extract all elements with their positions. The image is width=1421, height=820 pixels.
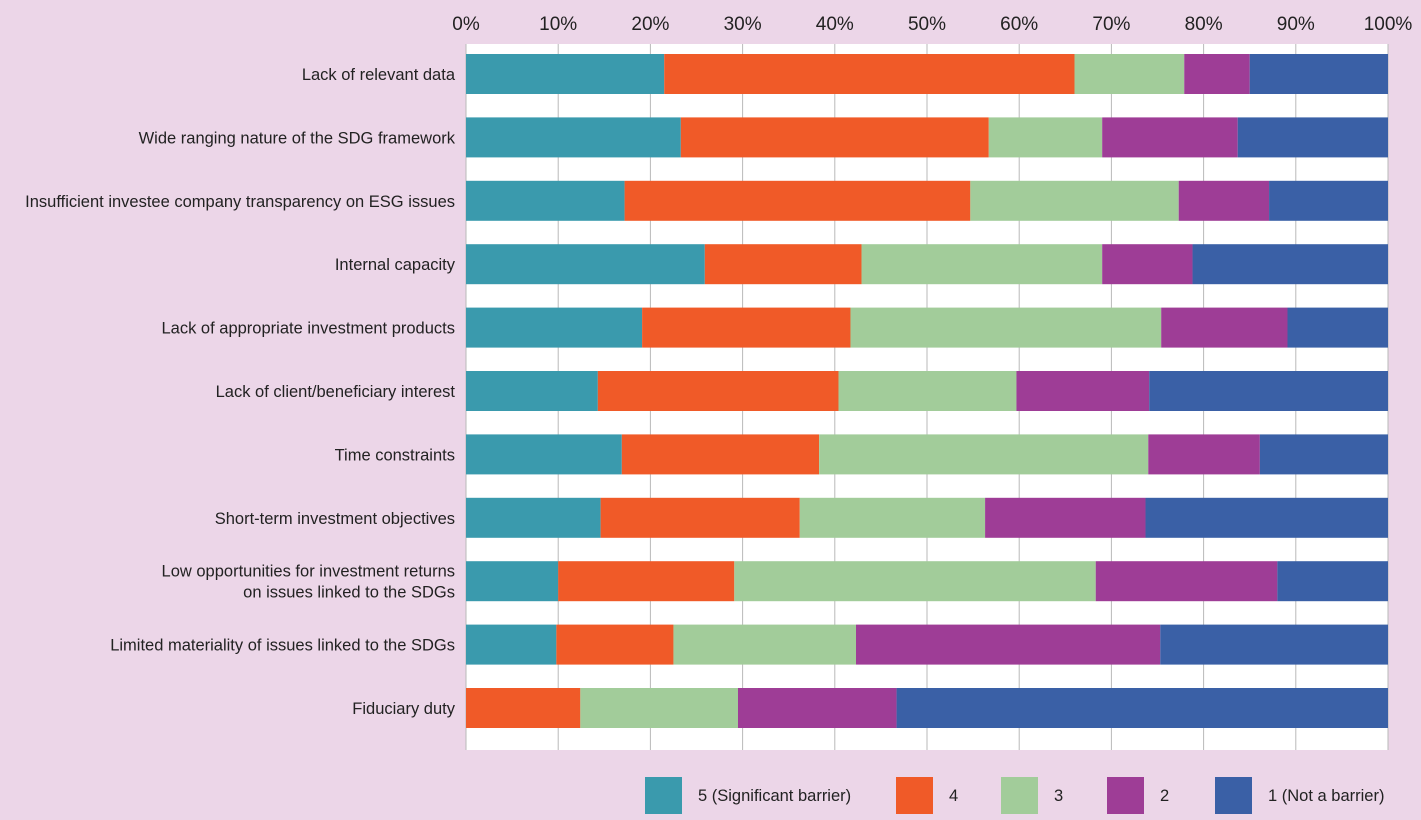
bar-segment (1145, 497, 1388, 538)
tick-label: 80% (1185, 14, 1223, 35)
bar-segment (1016, 371, 1150, 411)
bar-segment (970, 180, 1179, 221)
tick-label: 0% (452, 14, 480, 35)
bar-segment (558, 561, 735, 602)
category-label: Fiduciary duty (352, 700, 455, 718)
bar-segment (624, 180, 971, 221)
legend-swatch (1107, 777, 1144, 814)
legend-label: 1 (Not a barrier) (1268, 787, 1384, 805)
bar-segment (988, 117, 1103, 158)
category-label: Lack of appropriate investment products (162, 320, 456, 338)
bar-segment (466, 371, 598, 411)
bar-segment (642, 307, 851, 348)
bar-segment (861, 244, 1103, 285)
bar-segment (466, 434, 622, 475)
tick-label: 50% (908, 14, 946, 35)
tick-label: 90% (1277, 14, 1315, 35)
category-label: Wide ranging nature of the SDG framework (139, 129, 456, 147)
category-label: Insufficient investee company transparen… (25, 193, 455, 211)
category-label: Lack of client/beneficiary interest (216, 383, 456, 401)
bar-segment (985, 497, 1146, 538)
bar-segment (819, 434, 1149, 475)
bar-segment (580, 688, 738, 728)
bars (466, 54, 1388, 728)
category-label: Lack of relevant data (302, 66, 456, 84)
bar-segment (1269, 180, 1388, 221)
bar-segment (799, 497, 986, 538)
bar-segment (1149, 371, 1388, 411)
category-label: Internal capacity (335, 256, 456, 274)
bar-segment (896, 688, 1388, 728)
bar-segment (1237, 117, 1388, 158)
bar-segment (838, 371, 1017, 411)
legend-swatch (896, 777, 933, 814)
tick-label: 100% (1364, 14, 1413, 35)
bar-segment (1074, 54, 1185, 94)
bar-segment (466, 180, 625, 221)
legend-swatch (645, 777, 682, 814)
bar-segment (1160, 624, 1388, 665)
bar-segment (1259, 434, 1388, 475)
bar-segment (466, 624, 557, 665)
tick-label: 30% (724, 14, 762, 35)
bar-segment (1161, 307, 1288, 348)
tick-label: 20% (631, 14, 669, 35)
bar-segment (466, 117, 681, 158)
tick-label: 70% (1092, 14, 1130, 35)
legend-swatch (1001, 777, 1038, 814)
bar-segment (1184, 54, 1250, 94)
tick-label: 10% (539, 14, 577, 35)
bar-segment (1249, 54, 1388, 94)
bar-segment (1192, 244, 1388, 285)
bar-segment (597, 371, 839, 411)
bar-segment (466, 688, 581, 728)
bar-segment (1102, 244, 1193, 285)
bar-segment (600, 497, 800, 538)
x-axis-ticks: 0% 10% 20% 30% 40% 50% 60% 70% 80% 90% 100% (452, 14, 1412, 35)
bar-segment (1287, 307, 1388, 348)
category-label: Low opportunities for investment returns (162, 563, 455, 581)
bar-segment (856, 624, 1161, 665)
bar-segment (466, 244, 705, 285)
bar-segment (734, 561, 1096, 602)
bar-segment (704, 244, 862, 285)
bar-segment (621, 434, 820, 475)
bar-segment (1148, 434, 1260, 475)
legend-label: 5 (Significant barrier) (698, 787, 851, 805)
bar-segment (556, 624, 674, 665)
legend-label: 2 (1160, 787, 1169, 805)
bar-segment (466, 561, 559, 602)
category-label: Time constraints (335, 446, 455, 464)
legend-label: 3 (1054, 787, 1063, 805)
bar-segment (1102, 117, 1238, 158)
category-label: on issues linked to the SDGs (243, 584, 455, 602)
bar-segment (680, 117, 989, 158)
bar-segment (1095, 561, 1278, 602)
tick-label: 40% (816, 14, 854, 35)
category-label: Limited materiality of issues linked to … (110, 637, 455, 655)
bar-segment (466, 54, 665, 94)
category-label: Short-term investment objectives (215, 510, 455, 528)
legend-swatch (1215, 777, 1252, 814)
bar-segment (466, 497, 601, 538)
category-labels: Lack of relevant data Wide ranging nature… (25, 66, 456, 718)
bar-segment (1277, 561, 1388, 602)
bar-segment (737, 688, 897, 728)
bar-segment (850, 307, 1162, 348)
bar-segment (664, 54, 1075, 94)
bar-segment (1178, 180, 1270, 221)
bar-segment (466, 307, 643, 348)
bar-segment (673, 624, 857, 665)
legend-label: 4 (949, 787, 958, 805)
legend: 5 (Significant barrier) 4 3 2 1 (Not a barri… (645, 777, 1384, 814)
tick-label: 60% (1000, 14, 1038, 35)
